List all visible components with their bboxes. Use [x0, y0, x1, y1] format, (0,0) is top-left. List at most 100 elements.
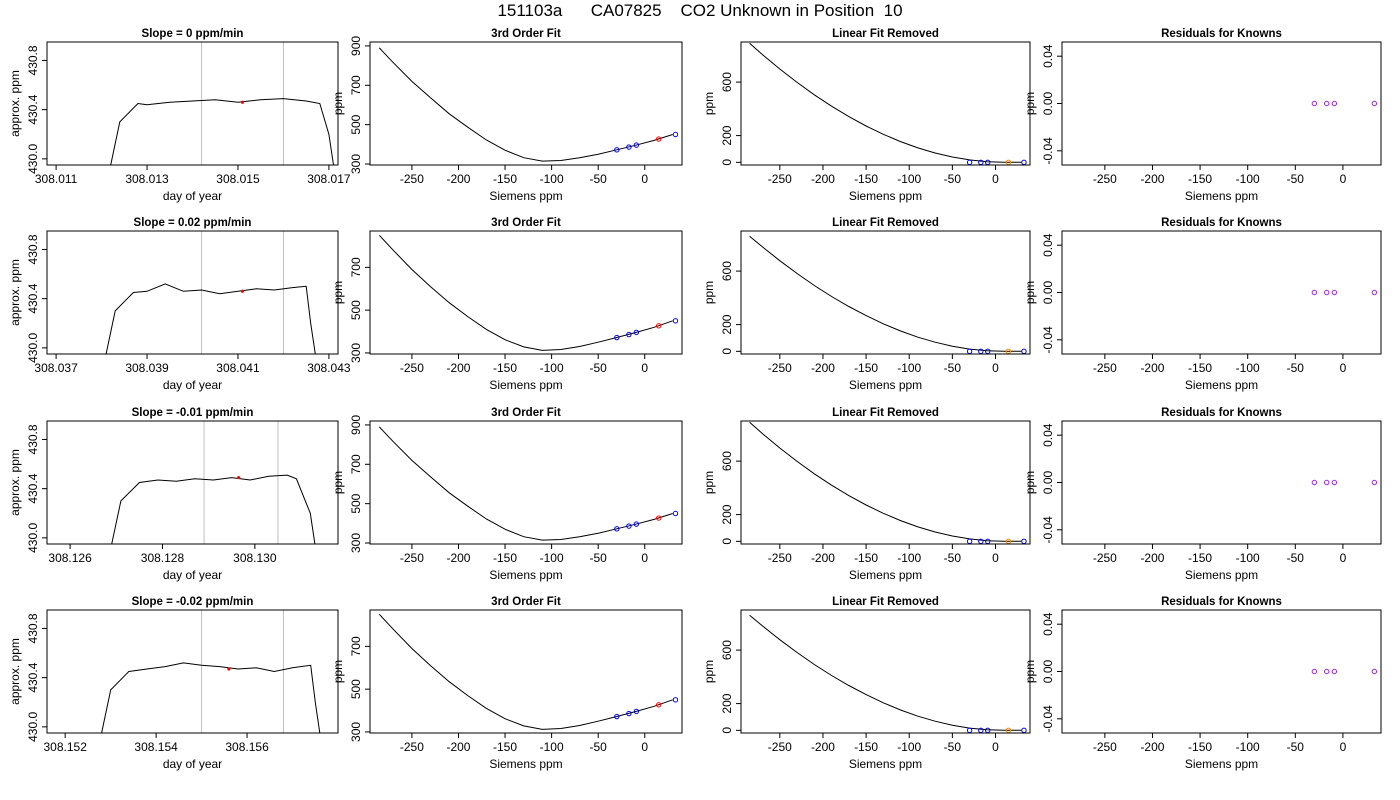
data-point-residual — [1371, 668, 1378, 675]
panel-r3c2: Linear Fit Removed -250 -200 -150 -100 -50 0 0 2… — [702, 596, 1031, 771]
data-point-known — [966, 348, 973, 354]
x-tick-label: -50 — [590, 551, 608, 565]
y-axis-label: ppm — [331, 471, 345, 494]
plot-box — [46, 609, 339, 734]
data-point-residual — [1331, 479, 1338, 486]
x-tick-label: 308.156 — [225, 740, 269, 754]
plot-box — [46, 420, 339, 545]
y-axis-label: ppm — [1023, 92, 1037, 115]
plot-box — [1061, 609, 1382, 734]
x-axis-label: day of year — [163, 378, 222, 392]
plot-area — [749, 42, 1027, 165]
data-point-known — [633, 521, 640, 527]
x-axis-label: Siemens ppm — [849, 378, 922, 392]
y-tick-label: 300 — [349, 533, 363, 553]
x-tick-label: 0 — [992, 740, 999, 754]
y-tick-label: 600 — [720, 451, 734, 471]
fit-curve — [749, 42, 1022, 163]
x-tick-label: 308.039 — [125, 361, 169, 375]
y-tick-label: 200 — [720, 125, 734, 145]
panel-title: Residuals for Knowns — [1161, 596, 1282, 608]
y-tick-label: 900 — [349, 415, 363, 435]
y-tick-label: -0.04 — [1041, 326, 1055, 354]
data-point-residual — [1324, 668, 1330, 675]
y-axis-label: ppm — [702, 92, 716, 115]
panel-title: Residuals for Knowns — [1161, 407, 1282, 419]
y-tick-label: 0 — [720, 159, 734, 166]
x-tick-label: -250 — [1093, 740, 1117, 754]
plot-box — [740, 420, 1031, 545]
y-axis-label: approx. ppm — [8, 70, 22, 137]
x-tick-label: -200 — [446, 740, 470, 754]
x-axis-label: Siemens ppm — [1185, 568, 1258, 582]
x-tick-label: -150 — [1188, 551, 1212, 565]
y-tick-label: 430.8 — [26, 613, 40, 643]
y-tick-label: 0.04 — [1041, 233, 1055, 257]
plot-box — [740, 609, 1031, 734]
y-axis-label: ppm — [1023, 660, 1037, 683]
data-point-residual — [1324, 479, 1330, 486]
x-tick-label: -150 — [1188, 361, 1212, 375]
panel-r3c0: Slope = -0.02 ppm/min 308.152 308.154 308.1… — [8, 596, 339, 771]
x-tick-label: -200 — [811, 172, 835, 186]
x-tick-label: 308.154 — [134, 740, 178, 754]
panel-r3c1: 3rd Order Fit -250 -200 -150 -100 -50 0 300 500 7… — [331, 596, 683, 771]
x-tick-label: -50 — [1287, 361, 1305, 375]
x-tick-label: -50 — [590, 172, 608, 186]
x-tick-label: -200 — [1140, 361, 1164, 375]
x-tick-label: -150 — [854, 172, 878, 186]
fit-curve — [378, 234, 673, 351]
y-tick-label: 200 — [720, 314, 734, 334]
y-tick-label: 430.4 — [26, 662, 40, 692]
plot-box — [1061, 230, 1382, 355]
plot-area — [1311, 100, 1378, 107]
data-point-residual — [1371, 100, 1378, 107]
x-tick-label: 308.126 — [48, 551, 92, 565]
data-point-known — [672, 697, 679, 703]
panel-title: Slope = 0.02 ppm/min — [134, 217, 252, 229]
panel-r0c1: 3rd Order Fit -250 -200 -150 -100 -50 0 300 500 7… — [331, 28, 683, 203]
plot-box — [369, 609, 683, 734]
x-tick-label: -250 — [400, 740, 424, 754]
panel-r1c3: Residuals for Knowns -250 -200 -150 -100 -50 0… — [1023, 217, 1382, 392]
x-tick-label: 308.037 — [34, 361, 78, 375]
y-tick-label: 430.4 — [26, 473, 40, 503]
data-point-known — [985, 348, 991, 354]
x-axis-label: Siemens ppm — [849, 757, 922, 771]
y-tick-label: 0.04 — [1041, 44, 1055, 68]
y-tick-label: 900 — [349, 36, 363, 56]
y-axis-label: ppm — [331, 660, 345, 683]
y-axis-label: ppm — [1023, 281, 1037, 304]
x-tick-label: -150 — [493, 172, 517, 186]
data-point-known — [966, 159, 973, 165]
x-axis-label: Siemens ppm — [1185, 189, 1258, 203]
plot-area — [378, 234, 679, 351]
data-point-known — [626, 144, 632, 150]
y-tick-label: 0.04 — [1041, 612, 1055, 636]
data-point-residual — [1331, 100, 1338, 107]
plot-area — [378, 47, 679, 162]
y-axis-label: approx. ppm — [8, 259, 22, 326]
x-tick-label: -100 — [897, 361, 921, 375]
y-tick-label: 300 — [349, 722, 363, 742]
data-point-known — [985, 159, 991, 165]
series-line — [110, 98, 334, 165]
panel-r2c0: Slope = -0.01 ppm/min 308.126 308.128 308.1… — [8, 407, 339, 582]
data-point-residual — [1311, 289, 1318, 296]
x-tick-label: -250 — [768, 551, 792, 565]
y-tick-label: -0.04 — [1041, 516, 1055, 544]
y-tick-label: 430.0 — [26, 712, 40, 742]
x-tick-label: -250 — [1093, 361, 1117, 375]
panel-title: 3rd Order Fit — [491, 596, 561, 608]
panel-r1c0: Slope = 0.02 ppm/min 308.037 308.039 308.04… — [8, 217, 351, 392]
data-point-residual — [1311, 668, 1318, 675]
y-tick-label: 500 — [349, 493, 363, 513]
y-axis-label: ppm — [331, 281, 345, 304]
x-tick-label: -150 — [854, 361, 878, 375]
panel-r2c2: Linear Fit Removed -250 -200 -150 -100 -50 0 0 2… — [702, 407, 1031, 582]
y-tick-label: 430.0 — [26, 333, 40, 363]
x-tick-label: -200 — [811, 740, 835, 754]
data-point-known — [633, 708, 640, 715]
x-axis-label: day of year — [163, 757, 222, 771]
fit-curve — [749, 235, 1022, 352]
